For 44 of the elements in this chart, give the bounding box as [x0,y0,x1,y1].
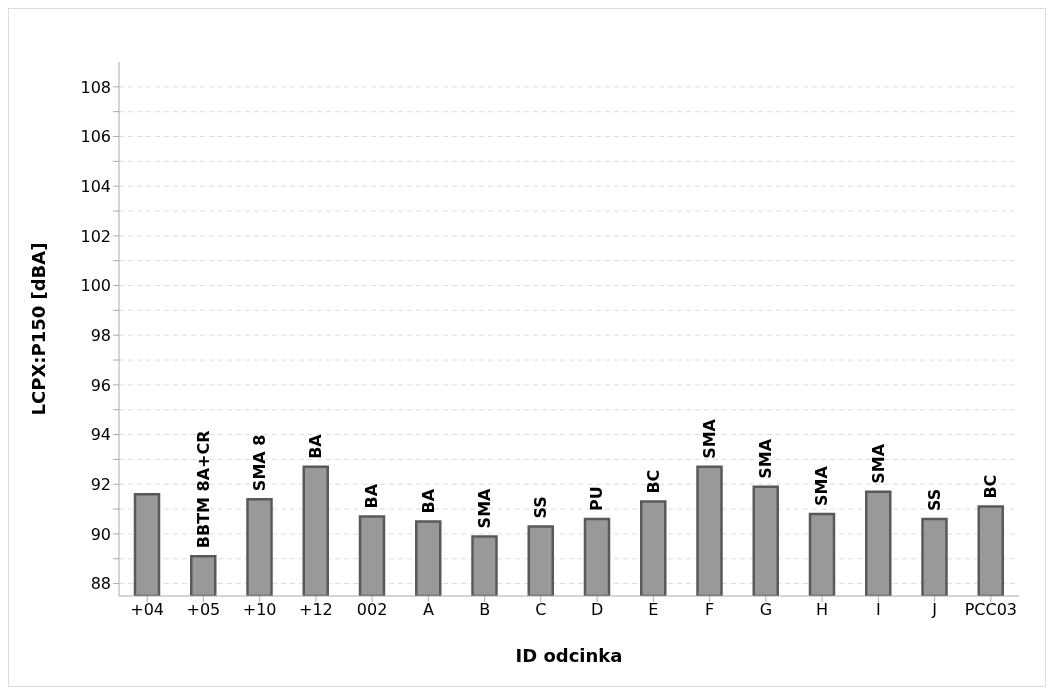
x-tick-label: C [535,600,547,620]
y-tick-label: 88 [90,574,111,594]
annotation: BA [418,488,438,514]
y-tick-label: 92 [90,474,111,494]
annotation: BC [643,469,663,494]
x-tick-label: D [590,600,604,620]
annotation: PU [587,486,607,511]
x-tick-label: F [705,600,715,620]
y-tick-label: 94 [90,425,111,445]
y-tick-label: 102 [80,226,111,246]
y-tick-label: 104 [80,176,111,196]
x-tick-label: PCC03 [964,600,1018,620]
y-tick-label: 100 [80,276,111,296]
annotation: BBTM 8A+CR [193,430,213,549]
y-tick-label: 96 [90,375,111,395]
x-tick-label: B [479,600,491,620]
annotation: SMA [868,443,888,484]
y-tick-label: 98 [90,325,111,345]
annotation: BC [981,474,1001,499]
annotation: SMA [700,418,719,459]
annotation: SMA [475,487,494,529]
annotation: BA [306,433,326,459]
annotation: SS [925,488,944,511]
x-tick-label: +10 [242,600,277,620]
x-tick-label: 002 [356,600,388,620]
annotation: BA [362,483,382,509]
annotation: SS [531,496,551,519]
x-tick-label: +04 [130,600,165,620]
x-axis-title: ID odcinka [515,645,623,666]
y-tick-label: 108 [80,77,111,97]
x-tick-label: G [759,600,773,620]
x-tick-label: +12 [298,600,333,620]
y-axis-title: LCPX:P150 [dBA] [28,242,50,416]
x-tick-label: +05 [186,600,221,620]
annotation: SMA [812,465,832,507]
x-tick-label: H [816,600,829,620]
annotation: SMA 8 [250,434,269,492]
x-tick-label: E [648,600,659,620]
x-tick-label: J [931,600,937,620]
y-tick-label: 106 [80,127,111,147]
x-tick-label: A [422,600,434,620]
annotation: SMA [756,438,776,479]
x-tick-label: I [876,600,881,620]
y-tick-label: 90 [90,524,111,544]
